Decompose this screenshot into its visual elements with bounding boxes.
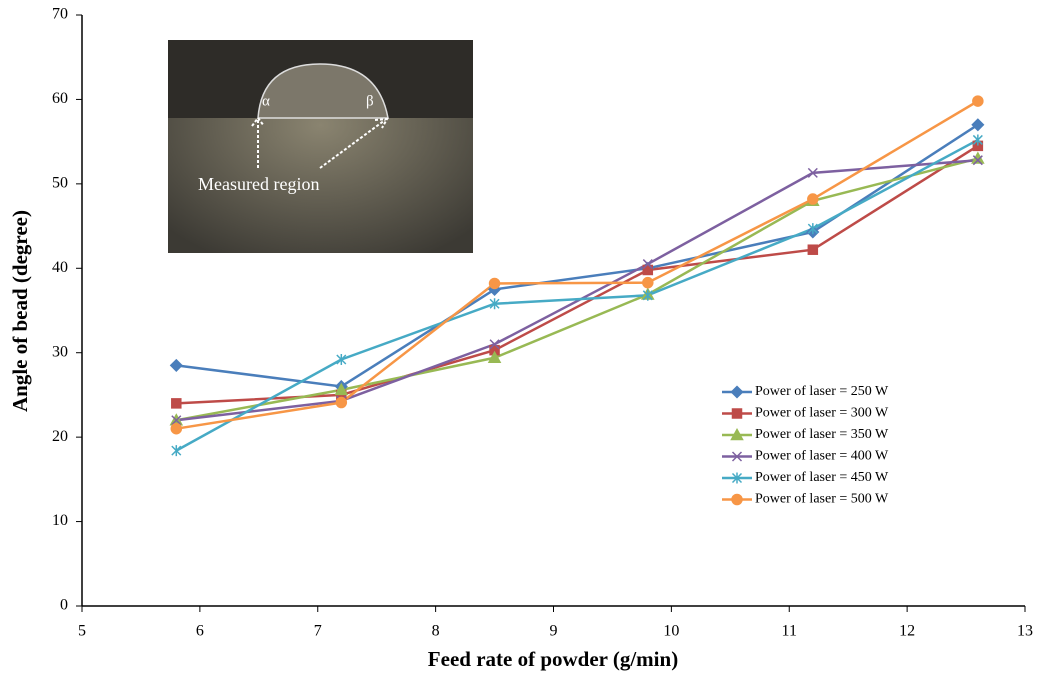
marker: [807, 244, 819, 255]
inset-photo: α β Measured region: [168, 40, 473, 253]
inset-arrow: [319, 117, 389, 169]
marker: [171, 445, 182, 457]
series-line: [175, 138, 979, 452]
legend-label: Power of laser = 400 W: [755, 449, 889, 464]
marker: [971, 151, 985, 164]
legend-label: Power of laser = 300 W: [755, 406, 889, 421]
x-tick-label: 11: [782, 623, 797, 640]
legend-marker: [731, 472, 743, 484]
legend-label: Power of laser = 450 W: [755, 470, 889, 485]
marker: [487, 350, 502, 364]
y-tick-label: 30: [52, 343, 68, 360]
marker: [488, 277, 501, 290]
y-tick-label: 70: [52, 6, 68, 23]
marker: [171, 398, 182, 409]
marker: [971, 118, 985, 132]
marker: [807, 223, 818, 235]
series-line: [176, 144, 979, 405]
legend-marker: [730, 427, 744, 441]
legend-marker: [731, 408, 743, 419]
x-tick-label: 12: [899, 623, 915, 640]
y-tick-label: 50: [52, 175, 68, 192]
marker: [972, 95, 984, 107]
y-tick-label: 60: [52, 90, 68, 107]
series-line: [176, 100, 979, 430]
legend-marker: [731, 451, 743, 462]
marker: [170, 422, 183, 435]
y-tick-label: 10: [52, 512, 68, 529]
x-tick-label: 5: [78, 623, 86, 640]
inset-label: β: [366, 93, 374, 109]
marker: [642, 264, 654, 276]
x-tick-label: 7: [314, 623, 322, 640]
x-axis-title: Feed rate of powder (g/min): [428, 647, 678, 671]
marker: [335, 396, 348, 409]
series-line: [176, 157, 979, 422]
inset-label: Measured region: [198, 174, 319, 194]
marker: [489, 339, 500, 350]
x-tick-label: 9: [550, 623, 558, 640]
marker: [336, 353, 347, 365]
marker: [169, 358, 183, 372]
marker: [642, 289, 653, 301]
marker: [972, 134, 983, 146]
marker: [972, 155, 983, 166]
marker: [171, 415, 182, 426]
marker: [807, 193, 819, 205]
marker: [807, 167, 818, 178]
marker: [642, 259, 653, 270]
y-tick-label: 20: [52, 428, 68, 445]
x-tick-label: 6: [196, 623, 204, 640]
x-tick-label: 10: [663, 623, 679, 640]
legend-marker: [730, 385, 744, 399]
marker: [642, 276, 654, 289]
inset-bead: [257, 63, 389, 119]
x-tick-label: 13: [1017, 623, 1033, 640]
marker: [489, 298, 500, 310]
legend-label: Power of laser = 500 W: [755, 492, 889, 507]
legend-marker: [731, 493, 743, 506]
legend-label: Power of laser = 350 W: [755, 427, 889, 442]
y-tick-label: 0: [60, 597, 68, 614]
y-axis-title: Angle of bead (degree): [8, 210, 32, 412]
x-tick-label: 8: [432, 623, 440, 640]
legend-label: Power of laser = 250 W: [755, 384, 889, 399]
inset-arrow: [251, 116, 265, 168]
marker: [334, 382, 349, 396]
series-line: [176, 158, 978, 422]
inset-label: α: [262, 93, 270, 109]
y-tick-label: 40: [52, 259, 68, 276]
